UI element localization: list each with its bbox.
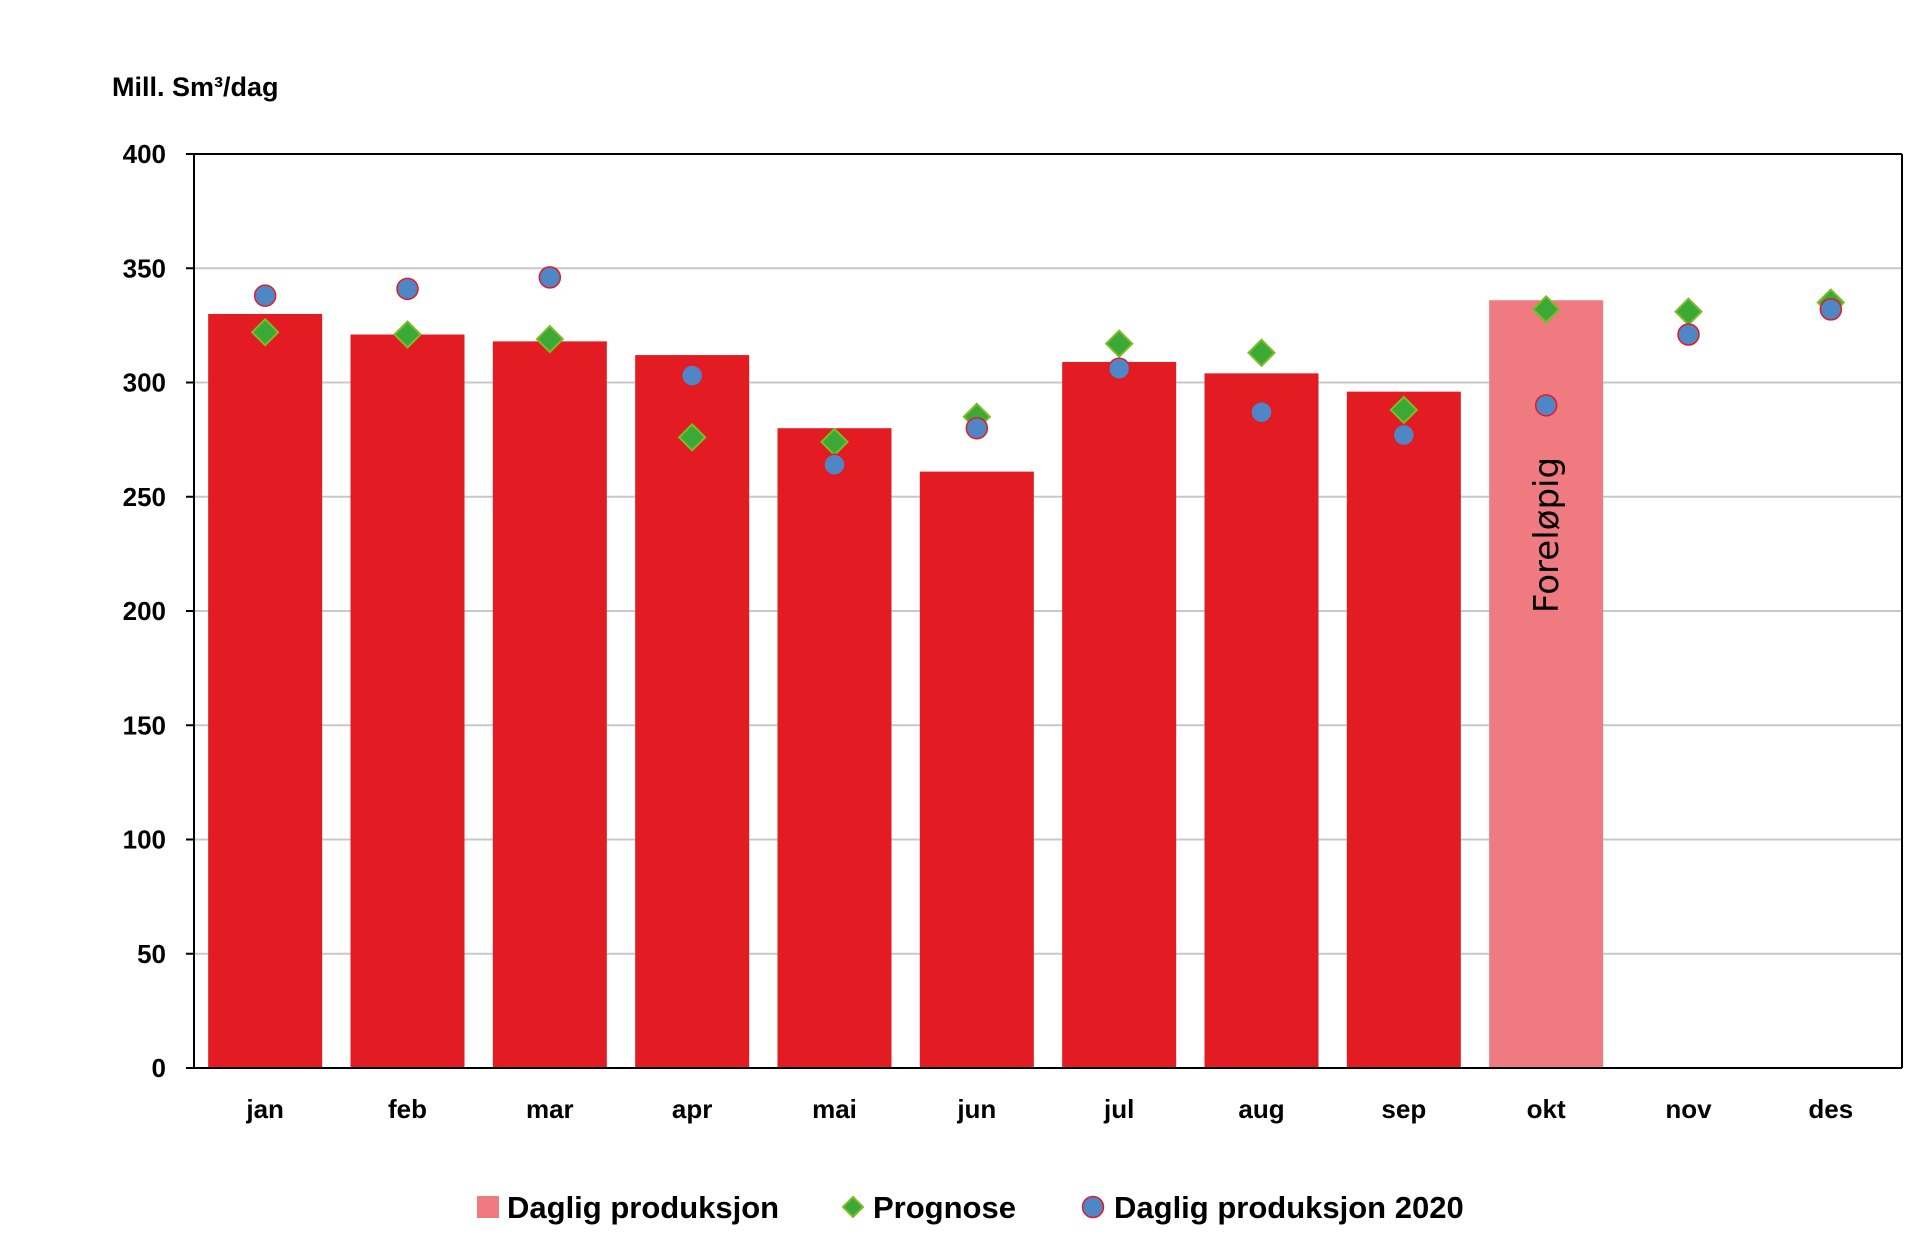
bar — [350, 334, 465, 1068]
production-2020-marker — [253, 284, 277, 307]
production-2020-marker — [1677, 323, 1700, 346]
bar — [777, 428, 892, 1068]
y-tick-label: 300 — [123, 368, 166, 398]
bar — [1346, 391, 1461, 1068]
x-tick-label: okt — [1527, 1094, 1566, 1124]
production-2020-marker — [965, 416, 989, 440]
y-tick-labels: 0 50 100 150 200 250 300 350 400 — [123, 139, 166, 1083]
y-tick-label: 150 — [123, 710, 166, 740]
x-tick-label: jan — [245, 1094, 284, 1124]
x-tick-label: mar — [526, 1094, 574, 1124]
x-tick-label: mai — [812, 1094, 857, 1124]
bar — [1204, 373, 1319, 1068]
bar-preliminary — [1489, 300, 1604, 1068]
legend-swatch-circle — [1081, 1195, 1105, 1219]
x-tick-labels: jan feb mar apr mai jun jul aug sep okt nov des — [245, 1094, 1853, 1124]
legend-swatch-bar — [477, 1196, 499, 1218]
legend-label: Prognose — [873, 1190, 1016, 1225]
x-tick-label: apr — [672, 1094, 712, 1124]
gridlines — [194, 267, 1902, 955]
prognose-series — [250, 288, 1846, 457]
x-tick-label: aug — [1238, 1094, 1284, 1124]
production-2020-marker — [1819, 298, 1843, 321]
production-2020-marker — [1534, 394, 1558, 417]
prognose-marker — [250, 317, 280, 347]
y-tick-label: 350 — [123, 253, 166, 283]
y-tick-label: 250 — [123, 482, 166, 512]
y-tick-label: 400 — [123, 139, 166, 169]
legend-label: Daglig produksjon 2020 — [1114, 1190, 1464, 1225]
prognose-marker — [1389, 395, 1419, 425]
x-tick-label: nov — [1665, 1094, 1712, 1124]
x-tick-label: des — [1808, 1094, 1853, 1124]
production-2020-series — [253, 266, 1843, 477]
legend-swatch-diamond — [841, 1195, 865, 1219]
annotation-label: Foreløpig — [1527, 457, 1567, 613]
axes — [186, 153, 1903, 1069]
bar — [919, 471, 1034, 1068]
prognose-marker — [1247, 338, 1276, 368]
x-tick-label: feb — [388, 1094, 427, 1124]
y-axis-unit-label: Mill. Sm³/dag — [112, 72, 279, 102]
production-2020-marker — [1250, 400, 1273, 424]
annotation-layer: Foreløpig — [1527, 457, 1567, 613]
production-2020-marker — [396, 277, 419, 301]
prognose-marker — [1104, 329, 1134, 359]
prognose-marker — [677, 422, 707, 452]
y-tick-label: 200 — [123, 596, 166, 626]
bar — [635, 355, 750, 1069]
y-tick-label: 0 — [152, 1053, 166, 1083]
x-tick-label: jul — [1103, 1094, 1134, 1124]
x-tick-label: sep — [1381, 1094, 1426, 1124]
production-2020-marker — [1107, 357, 1131, 381]
production-2020-marker — [538, 266, 562, 289]
bar-series — [208, 300, 1604, 1069]
prognose-marker — [1674, 297, 1703, 327]
legend-label: Daglig produksjon — [507, 1190, 779, 1225]
bar — [1062, 361, 1177, 1068]
production-2020-marker — [680, 364, 704, 387]
prognose-marker — [393, 320, 422, 349]
legend: Daglig produksjon Prognose Daglig produksj… — [477, 1190, 1464, 1225]
bar — [208, 313, 323, 1068]
production-2020-marker — [1392, 423, 1416, 447]
prognose-marker — [1531, 294, 1561, 324]
bar — [492, 341, 607, 1068]
production-2020-marker — [823, 453, 846, 477]
y-tick-label: 100 — [123, 825, 166, 855]
prognose-marker — [535, 324, 565, 354]
y-tick-label: 50 — [137, 939, 166, 969]
x-tick-label: jun — [956, 1094, 996, 1124]
